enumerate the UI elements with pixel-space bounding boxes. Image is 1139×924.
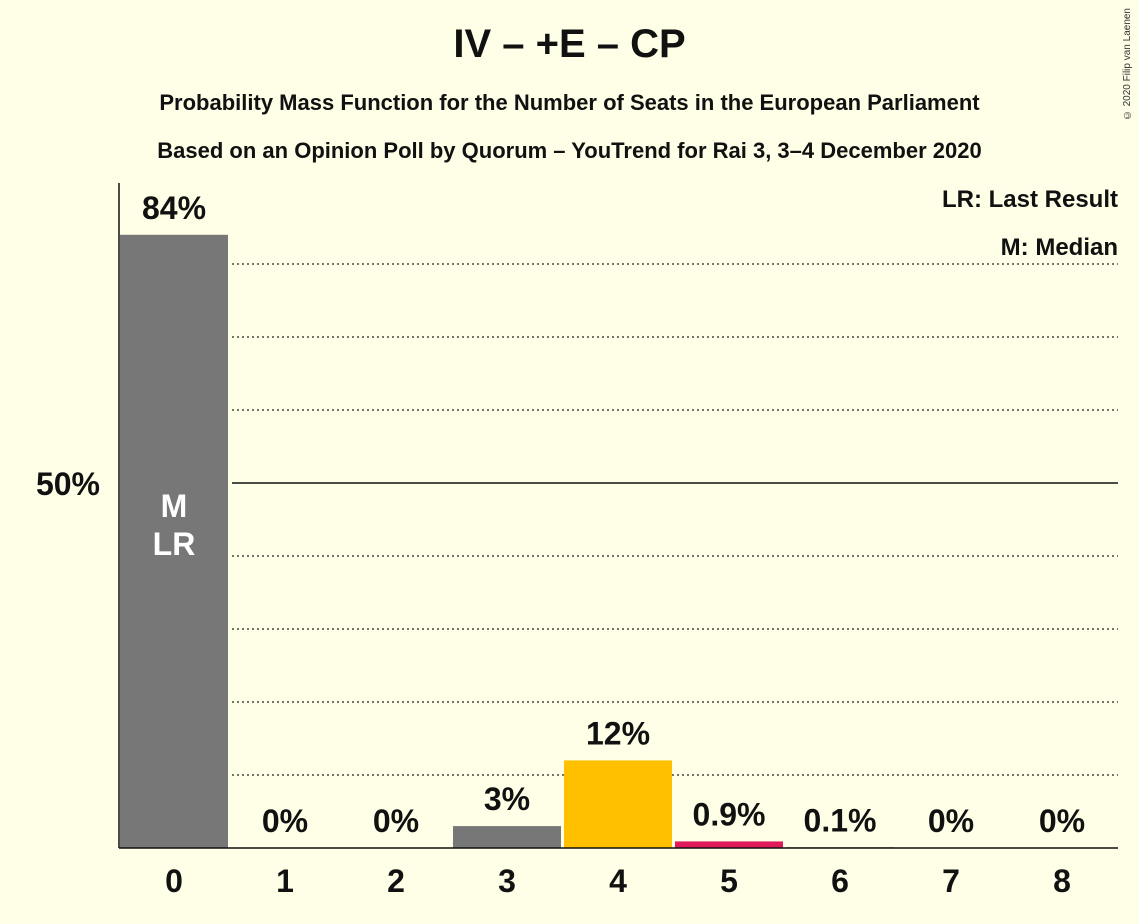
value-label-5: 0.9%: [693, 796, 766, 832]
bar-annotation-m: M: [161, 488, 188, 524]
chart-subtitle-2: Based on an Opinion Poll by Quorum – You…: [157, 138, 982, 163]
chart-title: IV – +E – CP: [453, 22, 686, 66]
x-tick-label-5: 5: [720, 863, 738, 899]
value-label-8: 0%: [1039, 803, 1085, 839]
x-tick-label-4: 4: [609, 863, 627, 899]
x-tick-label-3: 3: [498, 863, 516, 899]
value-label-7: 0%: [928, 803, 974, 839]
bar-4: [564, 760, 672, 848]
y-tick-label: 50%: [36, 466, 100, 502]
bar-3: [453, 826, 561, 848]
bar-0: [120, 234, 228, 849]
legend-last-result: LR: Last Result: [941, 186, 1118, 213]
x-tick-label-0: 0: [165, 863, 183, 899]
x-tick-label-2: 2: [387, 863, 405, 899]
value-label-6: 0.1%: [804, 802, 877, 838]
x-tick-label-8: 8: [1053, 863, 1071, 899]
value-label-3: 3%: [484, 781, 530, 817]
value-label-2: 0%: [373, 803, 419, 839]
bar-5: [675, 841, 783, 848]
legend-median: M: Median: [1000, 234, 1118, 261]
x-tick-label-6: 6: [831, 863, 849, 899]
chart-subtitle-1: Probability Mass Function for the Number…: [159, 90, 980, 115]
x-tick-label-1: 1: [276, 863, 294, 899]
value-label-0: 84%: [142, 190, 206, 226]
x-tick-label-7: 7: [942, 863, 960, 899]
bar-annotation-lr: LR: [153, 526, 196, 562]
value-label-4: 12%: [586, 715, 650, 751]
value-label-1: 0%: [262, 803, 308, 839]
